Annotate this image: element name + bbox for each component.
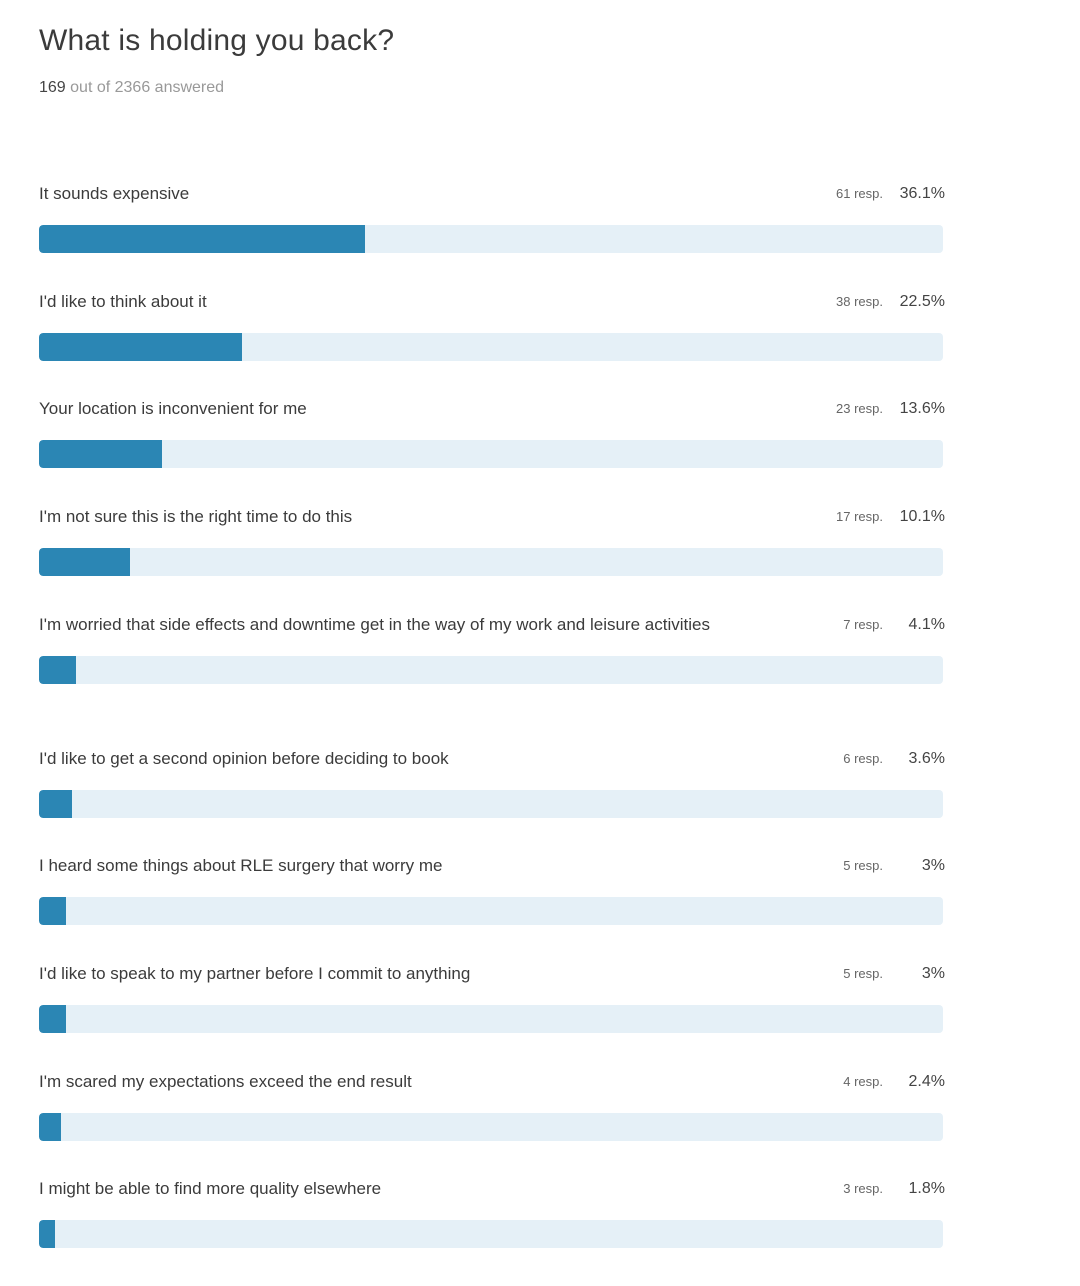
response-percent: 4.1% xyxy=(908,616,945,633)
response-percent: 3.6% xyxy=(908,750,945,767)
result-bar-track xyxy=(39,1113,943,1141)
response-percent: 13.6% xyxy=(899,400,945,417)
result-bar-fill xyxy=(39,897,67,925)
response-count: 23 resp. xyxy=(836,401,883,416)
answer-stats: 3 resp. 1.8% xyxy=(843,1175,945,1203)
question-title: What is holding you back? xyxy=(39,24,395,57)
answer-stats: 23 resp. 13.6% xyxy=(836,395,945,423)
result-bar-track xyxy=(39,225,943,253)
response-percent: 3% xyxy=(921,857,945,874)
response-percent: 1.8% xyxy=(908,1180,945,1197)
result-bar-track xyxy=(39,790,943,818)
result-bar-fill xyxy=(39,548,131,576)
answer-stats: 17 resp. 10.1% xyxy=(836,503,945,531)
answer-label: I heard some things about RLE surgery th… xyxy=(39,856,443,875)
response-count: 5 resp. xyxy=(843,966,883,981)
answer-stats: 6 resp. 3.6% xyxy=(843,745,945,773)
result-bar-track xyxy=(39,1005,943,1033)
response-percent: 3% xyxy=(921,965,945,982)
result-bar-fill xyxy=(39,1113,61,1141)
answer-stats: 38 resp. 22.5% xyxy=(836,288,945,316)
result-bar-fill xyxy=(39,225,366,253)
response-count: 6 resp. xyxy=(843,751,883,766)
response-count: 4 resp. xyxy=(843,1074,883,1089)
result-bar-track xyxy=(39,656,943,684)
response-percent: 2.4% xyxy=(908,1073,945,1090)
result-bar-track xyxy=(39,897,943,925)
result-bar-fill xyxy=(39,333,243,361)
result-bar-fill xyxy=(39,1005,67,1033)
answered-total-text: out of 2366 answered xyxy=(70,79,225,96)
result-bar-track xyxy=(39,1220,943,1248)
result-bar-fill xyxy=(39,1220,56,1248)
answer-label: I'm worried that side effects and downti… xyxy=(39,615,710,634)
answered-count: 169 xyxy=(39,79,66,96)
result-bar-track xyxy=(39,440,943,468)
response-count: 7 resp. xyxy=(843,617,883,632)
response-count: 38 resp. xyxy=(836,294,883,309)
answered-summary: 169 out of 2366 answered xyxy=(39,79,224,97)
response-count: 3 resp. xyxy=(843,1181,883,1196)
response-percent: 22.5% xyxy=(899,293,945,310)
answer-label: I'm scared my expectations exceed the en… xyxy=(39,1072,412,1091)
answer-label: I'd like to think about it xyxy=(39,292,207,311)
response-count: 61 resp. xyxy=(836,186,883,201)
result-bar-track xyxy=(39,548,943,576)
answer-stats: 7 resp. 4.1% xyxy=(843,611,945,639)
answer-label: I'd like to get a second opinion before … xyxy=(39,749,449,768)
answer-label: It sounds expensive xyxy=(39,184,190,203)
response-count: 17 resp. xyxy=(836,509,883,524)
answer-label: I'm not sure this is the right time to d… xyxy=(39,507,353,526)
answer-stats: 5 resp. 3% xyxy=(843,960,945,988)
response-percent: 36.1% xyxy=(899,185,945,202)
result-bar-fill xyxy=(39,790,72,818)
response-percent: 10.1% xyxy=(899,508,945,525)
response-count: 5 resp. xyxy=(843,858,883,873)
result-bar-fill xyxy=(39,656,77,684)
result-bar-track xyxy=(39,333,943,361)
answer-stats: 61 resp. 36.1% xyxy=(836,180,945,208)
answer-label: I'd like to speak to my partner before I… xyxy=(39,964,471,983)
answer-label: Your location is inconvenient for me xyxy=(39,399,307,418)
answer-label: I might be able to find more quality els… xyxy=(39,1179,382,1198)
answer-stats: 5 resp. 3% xyxy=(843,852,945,880)
result-bar-fill xyxy=(39,440,162,468)
answer-stats: 4 resp. 2.4% xyxy=(843,1068,945,1096)
